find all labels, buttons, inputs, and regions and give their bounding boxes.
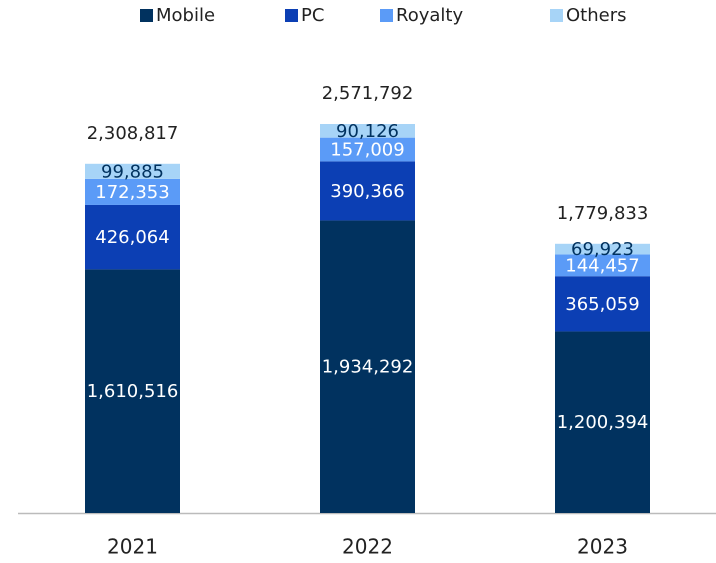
value-label: 157,009: [330, 140, 404, 161]
bar-segment: [85, 269, 180, 513]
value-label: 144,457: [565, 255, 639, 276]
x-tick-label: 2022: [342, 535, 393, 559]
value-label: 1,200,394: [557, 412, 649, 433]
value-label: 69,923: [571, 239, 634, 260]
total-label: 1,779,833: [557, 203, 649, 224]
bar-segment: [320, 220, 415, 513]
bar-segment: [320, 123, 415, 138]
legend-label: Royalty: [396, 5, 463, 26]
bar-segment: [555, 254, 650, 277]
value-label: 426,064: [95, 227, 169, 248]
legend-swatch: [550, 9, 563, 22]
bar-segment: [555, 243, 650, 255]
legend-label: Mobile: [156, 5, 215, 26]
bar-segment: [320, 137, 415, 162]
value-label: 1,934,292: [322, 357, 414, 378]
value-label: 99,885: [101, 161, 164, 182]
value-label: 365,059: [565, 294, 639, 315]
value-label: 90,126: [336, 121, 399, 142]
value-label: 1,610,516: [87, 381, 179, 402]
bar-segment: [320, 161, 415, 221]
x-tick-label: 2023: [577, 535, 628, 559]
bar-segment: [555, 276, 650, 332]
legend-label: PC: [301, 5, 324, 26]
bar-segment: [555, 331, 650, 513]
bar-segment: [85, 163, 180, 179]
x-tick-label: 2021: [107, 535, 158, 559]
value-label: 172,353: [95, 182, 169, 203]
legend-swatch: [380, 9, 393, 22]
total-label: 2,308,817: [87, 123, 179, 144]
legend-swatch: [140, 9, 153, 22]
legend-label: Others: [566, 5, 627, 26]
value-label: 390,366: [330, 181, 404, 202]
legend-swatch: [285, 9, 298, 22]
bar-segment: [85, 204, 180, 270]
total-label: 2,571,792: [322, 83, 414, 104]
bar-segment: [85, 178, 180, 205]
